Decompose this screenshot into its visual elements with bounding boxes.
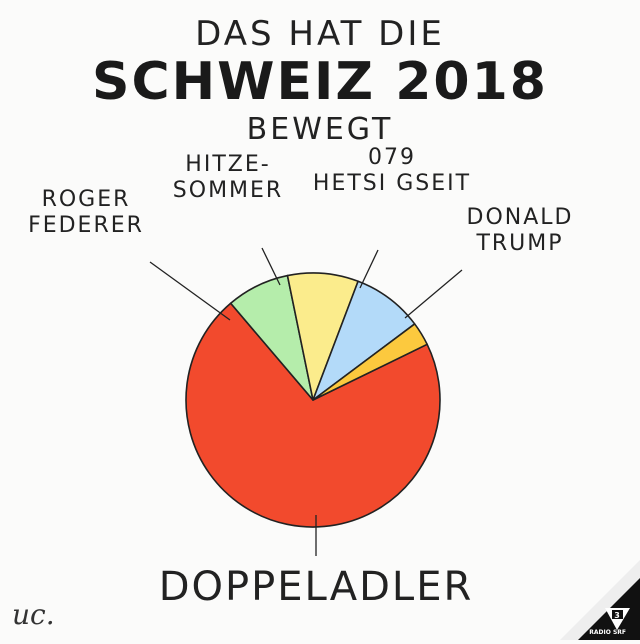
pie-slice-donald-trump (312, 323, 428, 401)
radio-srf-logo: 3 RADIO SRF (530, 530, 640, 640)
pie-slice-doppeladler (185, 302, 441, 528)
title-line-1: DAS HAT DIE (195, 14, 445, 54)
leader-line (149, 261, 231, 321)
artist-signature: uc. (12, 598, 55, 631)
leader-line (359, 249, 379, 289)
slice-label: DOPPELADLER (159, 564, 474, 610)
leader-line (261, 247, 281, 286)
slice-label: HITZE-SOMMER (173, 152, 283, 203)
slice-label: 079 HETSI GSEIT (313, 145, 471, 196)
title-line-3: BEWEGT (246, 112, 394, 147)
slice-label: ROGER FEDERER (28, 187, 144, 238)
leader-line (404, 269, 463, 319)
svg-text:3: 3 (614, 611, 620, 620)
slice-label: DONALD TRUMP (467, 205, 574, 256)
brand-text: RADIO SRF (589, 629, 626, 636)
title-line-2: SCHWEIZ 2018 (92, 52, 548, 112)
